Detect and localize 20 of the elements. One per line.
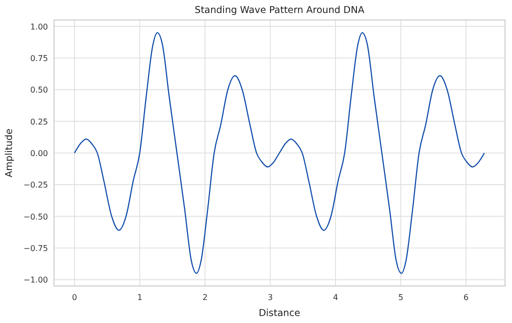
- y-tick-label: 0.25: [30, 117, 48, 126]
- y-tick-label: −0.25: [23, 180, 48, 190]
- y-tick-label: 0.50: [30, 86, 48, 95]
- y-tick-label: −0.50: [23, 212, 48, 222]
- x-tick-label: 2: [202, 293, 208, 302]
- x-tick-label: 5: [398, 293, 404, 302]
- y-tick-label: −0.75: [23, 244, 48, 253]
- x-tick-label: 3: [268, 293, 273, 302]
- x-tick-label: 6: [463, 293, 469, 302]
- y-tick-label: 1.00: [30, 22, 48, 32]
- x-tick-label: 1: [137, 293, 142, 302]
- y-tick-label: 0.75: [30, 54, 48, 63]
- x-axis-title: Distance: [258, 308, 300, 319]
- chart-title: Standing Wave Pattern Around DNA: [194, 5, 365, 16]
- y-tick-label: −1.00: [23, 276, 48, 285]
- x-tick-label: 4: [332, 293, 338, 302]
- line-series: [74, 32, 485, 274]
- y-tick-label: 0.00: [30, 149, 48, 158]
- y-axis-title: Amplitude: [4, 128, 15, 178]
- x-tick-label: 0: [72, 293, 78, 302]
